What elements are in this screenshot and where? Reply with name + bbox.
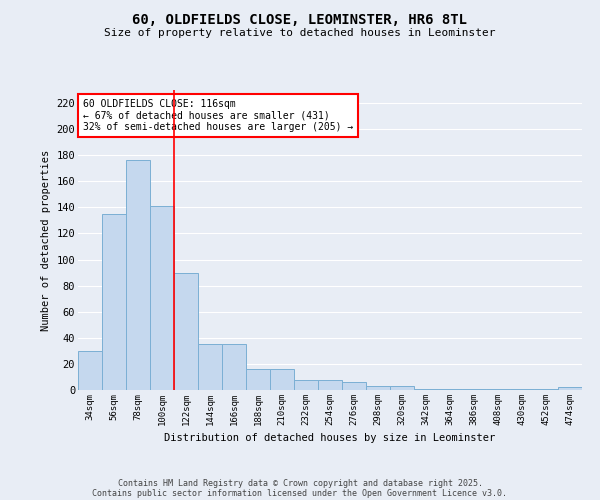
Bar [342, 382, 366, 390]
Bar [390, 386, 414, 390]
Bar [486, 388, 510, 390]
Bar [126, 160, 150, 390]
Bar [534, 388, 558, 390]
Y-axis label: Number of detached properties: Number of detached properties [41, 150, 51, 330]
Bar [270, 369, 294, 390]
Bar [150, 206, 174, 390]
Text: Size of property relative to detached houses in Leominster: Size of property relative to detached ho… [104, 28, 496, 38]
Bar [102, 214, 126, 390]
Bar [78, 351, 102, 390]
Bar [198, 344, 222, 390]
Bar [558, 388, 582, 390]
X-axis label: Distribution of detached houses by size in Leominster: Distribution of detached houses by size … [164, 434, 496, 444]
Text: Contains HM Land Registry data © Crown copyright and database right 2025.: Contains HM Land Registry data © Crown c… [118, 478, 482, 488]
Bar [222, 344, 246, 390]
Bar [174, 272, 198, 390]
Bar [294, 380, 318, 390]
Bar [366, 386, 390, 390]
Bar [438, 388, 462, 390]
Bar [318, 380, 342, 390]
Bar [414, 388, 438, 390]
Text: Contains public sector information licensed under the Open Government Licence v3: Contains public sector information licen… [92, 488, 508, 498]
Bar [510, 388, 534, 390]
Text: 60, OLDFIELDS CLOSE, LEOMINSTER, HR6 8TL: 60, OLDFIELDS CLOSE, LEOMINSTER, HR6 8TL [133, 12, 467, 26]
Bar [462, 388, 486, 390]
Bar [246, 369, 270, 390]
Text: 60 OLDFIELDS CLOSE: 116sqm
← 67% of detached houses are smaller (431)
32% of sem: 60 OLDFIELDS CLOSE: 116sqm ← 67% of deta… [83, 99, 353, 132]
